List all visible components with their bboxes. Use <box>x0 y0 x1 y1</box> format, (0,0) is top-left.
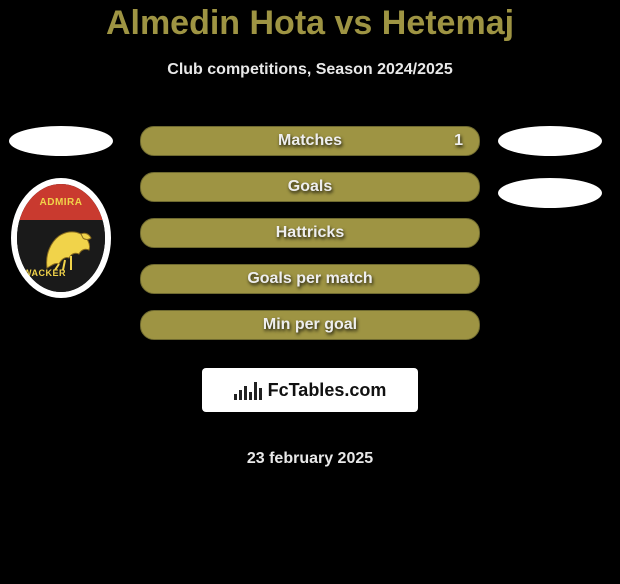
left-player-column: ADMIRA WACKER <box>6 126 116 298</box>
griffin-icon <box>41 224 95 272</box>
stat-value-right: 1 <box>454 132 463 150</box>
stat-label: Min per goal <box>263 316 357 334</box>
player-left-ellipse <box>9 126 113 156</box>
stat-label: Hattricks <box>276 224 344 242</box>
player-right-ellipse-1 <box>498 126 602 156</box>
stat-bar-matches: Matches 1 <box>140 126 480 156</box>
badge-bottom: WACKER <box>17 220 105 292</box>
stat-bar-goals: Goals <box>140 172 480 202</box>
brand-box[interactable]: FcTables.com <box>202 368 418 412</box>
date-label: 23 february 2025 <box>140 450 480 468</box>
subtitle: Club competitions, Season 2024/2025 <box>0 61 620 79</box>
stat-bar-hattricks: Hattricks <box>140 218 480 248</box>
stat-bar-goals-per-match: Goals per match <box>140 264 480 294</box>
right-player-column <box>498 126 602 208</box>
stats-bars: Matches 1 Goals Hattricks Goals per matc… <box>140 126 480 468</box>
stat-bar-min-per-goal: Min per goal <box>140 310 480 340</box>
brand-label: FcTables.com <box>268 380 387 401</box>
stat-label: Goals <box>288 178 332 196</box>
club-badge: ADMIRA WACKER <box>11 178 111 298</box>
player-right-ellipse-2 <box>498 178 602 208</box>
stat-label: Matches <box>278 132 342 150</box>
badge-top-label: ADMIRA <box>17 184 105 220</box>
brand-chart-icon <box>234 380 262 400</box>
badge-bottom-label: WACKER <box>23 268 66 278</box>
page-title: Almedin Hota vs Hetemaj <box>0 4 620 43</box>
stat-label: Goals per match <box>247 270 372 288</box>
